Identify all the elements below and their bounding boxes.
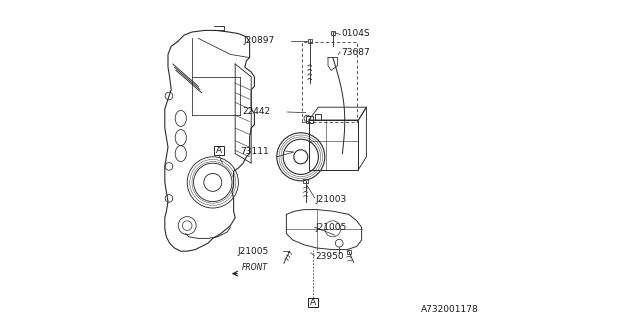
Text: FRONT: FRONT (242, 263, 268, 272)
Text: 73111: 73111 (240, 147, 269, 156)
Bar (303, 179, 308, 183)
Text: A: A (216, 146, 222, 155)
Bar (308, 39, 312, 43)
Text: J21005: J21005 (316, 223, 347, 232)
Text: J20897: J20897 (243, 36, 275, 45)
Bar (214, 146, 224, 155)
Bar (309, 120, 358, 170)
Bar (306, 116, 313, 123)
Bar (316, 114, 321, 120)
Text: 22442: 22442 (242, 108, 270, 116)
Text: 73687: 73687 (341, 48, 370, 57)
Text: A732001178: A732001178 (420, 305, 479, 314)
Text: 0104S: 0104S (341, 29, 370, 38)
Text: A: A (310, 298, 316, 307)
Text: 23950: 23950 (316, 252, 344, 261)
Text: J21003: J21003 (316, 195, 347, 204)
Bar (331, 31, 335, 35)
Bar (308, 298, 317, 307)
Bar (347, 250, 351, 254)
Text: J21005: J21005 (237, 247, 269, 256)
